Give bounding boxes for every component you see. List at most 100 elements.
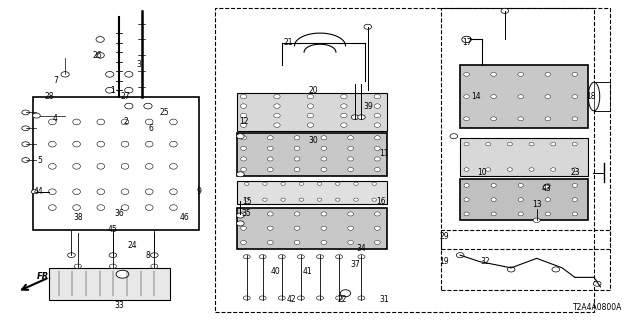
- Ellipse shape: [545, 72, 550, 76]
- Ellipse shape: [294, 136, 300, 140]
- Text: 26: 26: [92, 51, 102, 60]
- Ellipse shape: [125, 71, 133, 77]
- Ellipse shape: [358, 255, 365, 259]
- Ellipse shape: [364, 24, 372, 29]
- Text: 11: 11: [379, 149, 388, 158]
- Ellipse shape: [572, 168, 577, 171]
- Ellipse shape: [340, 104, 347, 108]
- Text: 8: 8: [145, 251, 150, 260]
- Bar: [237, 208, 387, 249]
- Ellipse shape: [374, 240, 380, 244]
- Bar: [460, 179, 588, 220]
- Text: 15: 15: [242, 197, 252, 206]
- Ellipse shape: [545, 212, 550, 216]
- Ellipse shape: [237, 172, 244, 177]
- Ellipse shape: [491, 95, 497, 99]
- Ellipse shape: [237, 134, 244, 139]
- Ellipse shape: [351, 115, 359, 120]
- Text: 35: 35: [242, 209, 252, 219]
- Ellipse shape: [121, 189, 129, 195]
- Ellipse shape: [121, 205, 129, 211]
- Ellipse shape: [241, 136, 246, 140]
- Ellipse shape: [464, 95, 469, 99]
- Ellipse shape: [572, 95, 578, 99]
- Ellipse shape: [340, 290, 351, 297]
- Ellipse shape: [317, 296, 323, 300]
- Ellipse shape: [125, 87, 133, 93]
- Text: 21: 21: [284, 38, 293, 47]
- Ellipse shape: [491, 212, 496, 216]
- Ellipse shape: [572, 117, 578, 121]
- Ellipse shape: [518, 183, 524, 187]
- Ellipse shape: [49, 164, 56, 169]
- Ellipse shape: [572, 142, 577, 146]
- Ellipse shape: [552, 267, 559, 272]
- Ellipse shape: [73, 189, 81, 195]
- Ellipse shape: [299, 198, 303, 201]
- Ellipse shape: [572, 212, 577, 216]
- Ellipse shape: [456, 252, 464, 258]
- Ellipse shape: [145, 205, 153, 211]
- Ellipse shape: [22, 158, 29, 162]
- Ellipse shape: [374, 157, 380, 161]
- Ellipse shape: [145, 119, 153, 125]
- Ellipse shape: [372, 198, 376, 201]
- Ellipse shape: [294, 240, 300, 244]
- Ellipse shape: [281, 182, 285, 185]
- Ellipse shape: [572, 72, 578, 76]
- Ellipse shape: [97, 141, 104, 147]
- Ellipse shape: [294, 212, 300, 216]
- Ellipse shape: [340, 94, 347, 99]
- Ellipse shape: [501, 8, 509, 13]
- Text: 29: 29: [440, 232, 449, 241]
- Bar: [237, 180, 387, 204]
- Ellipse shape: [491, 183, 496, 187]
- Text: 17: 17: [461, 38, 472, 47]
- Ellipse shape: [106, 87, 114, 93]
- Ellipse shape: [374, 167, 380, 172]
- Text: FR.: FR.: [36, 272, 52, 281]
- Ellipse shape: [145, 189, 153, 195]
- Text: 46: 46: [180, 212, 190, 222]
- Ellipse shape: [125, 103, 133, 109]
- Ellipse shape: [518, 72, 524, 76]
- Ellipse shape: [348, 157, 353, 161]
- Ellipse shape: [550, 142, 556, 146]
- Ellipse shape: [518, 117, 524, 121]
- Bar: [441, 8, 610, 249]
- Text: 4: 4: [53, 114, 58, 123]
- Text: 14: 14: [471, 92, 481, 101]
- Ellipse shape: [348, 136, 353, 140]
- Ellipse shape: [49, 141, 56, 147]
- Text: 7: 7: [53, 76, 58, 85]
- Ellipse shape: [374, 212, 380, 216]
- Ellipse shape: [241, 146, 246, 150]
- Ellipse shape: [518, 212, 524, 216]
- Ellipse shape: [170, 205, 177, 211]
- Ellipse shape: [121, 141, 129, 147]
- Ellipse shape: [307, 123, 314, 127]
- Ellipse shape: [97, 205, 104, 211]
- Ellipse shape: [274, 94, 280, 99]
- Ellipse shape: [268, 167, 273, 172]
- Ellipse shape: [116, 270, 129, 278]
- Ellipse shape: [593, 281, 601, 286]
- Ellipse shape: [372, 182, 376, 185]
- Text: 37: 37: [350, 260, 360, 269]
- Ellipse shape: [317, 182, 322, 185]
- Text: 31: 31: [379, 295, 388, 304]
- Bar: [460, 65, 588, 128]
- Ellipse shape: [268, 240, 273, 244]
- Text: 12: 12: [239, 117, 248, 126]
- Text: 34: 34: [356, 244, 366, 253]
- Ellipse shape: [243, 296, 250, 300]
- Ellipse shape: [109, 264, 116, 268]
- Ellipse shape: [294, 157, 300, 161]
- Ellipse shape: [321, 146, 326, 150]
- Ellipse shape: [486, 142, 491, 146]
- Ellipse shape: [321, 240, 326, 244]
- Text: 42: 42: [287, 295, 296, 304]
- Text: 9: 9: [196, 187, 202, 196]
- Ellipse shape: [321, 157, 326, 161]
- Ellipse shape: [244, 198, 249, 201]
